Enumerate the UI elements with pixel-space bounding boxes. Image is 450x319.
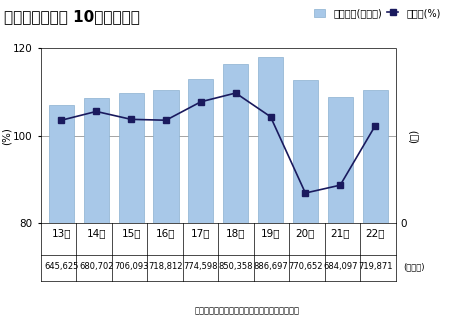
Bar (153, 90, 179, 223)
Text: 680,702: 680,702 (79, 262, 113, 271)
Text: 850,358: 850,358 (218, 262, 253, 271)
Text: 886,697: 886,697 (253, 262, 288, 271)
Bar (188, 79, 213, 223)
Text: 684,097: 684,097 (323, 262, 357, 271)
Bar (293, 80, 318, 223)
Y-axis label: (%): (%) (2, 127, 12, 145)
Bar (328, 97, 353, 223)
Bar (84, 98, 109, 223)
Text: 774,598: 774,598 (184, 262, 218, 271)
Legend: 出荷金額(百万円), 前年比(%): 出荷金額(百万円), 前年比(%) (314, 8, 441, 18)
Y-axis label: (円): (円) (409, 129, 419, 143)
Text: 770,652: 770,652 (288, 262, 323, 271)
Bar (258, 57, 283, 223)
Bar (49, 105, 74, 223)
Bar (223, 64, 248, 223)
Text: 706,093: 706,093 (114, 262, 148, 271)
Text: 718,812: 718,812 (148, 262, 183, 271)
Bar (363, 90, 387, 223)
Text: (百万円): (百万円) (403, 262, 424, 271)
Bar (118, 93, 144, 223)
Text: 資料：経済産業省　作表：日用品化粧品新聞社: 資料：経済産業省 作表：日用品化粧品新聞社 (195, 307, 300, 316)
Text: 719,871: 719,871 (358, 262, 392, 271)
Text: スキンケア市場 10年間の推移: スキンケア市場 10年間の推移 (4, 10, 140, 25)
Text: 645,625: 645,625 (44, 262, 79, 271)
